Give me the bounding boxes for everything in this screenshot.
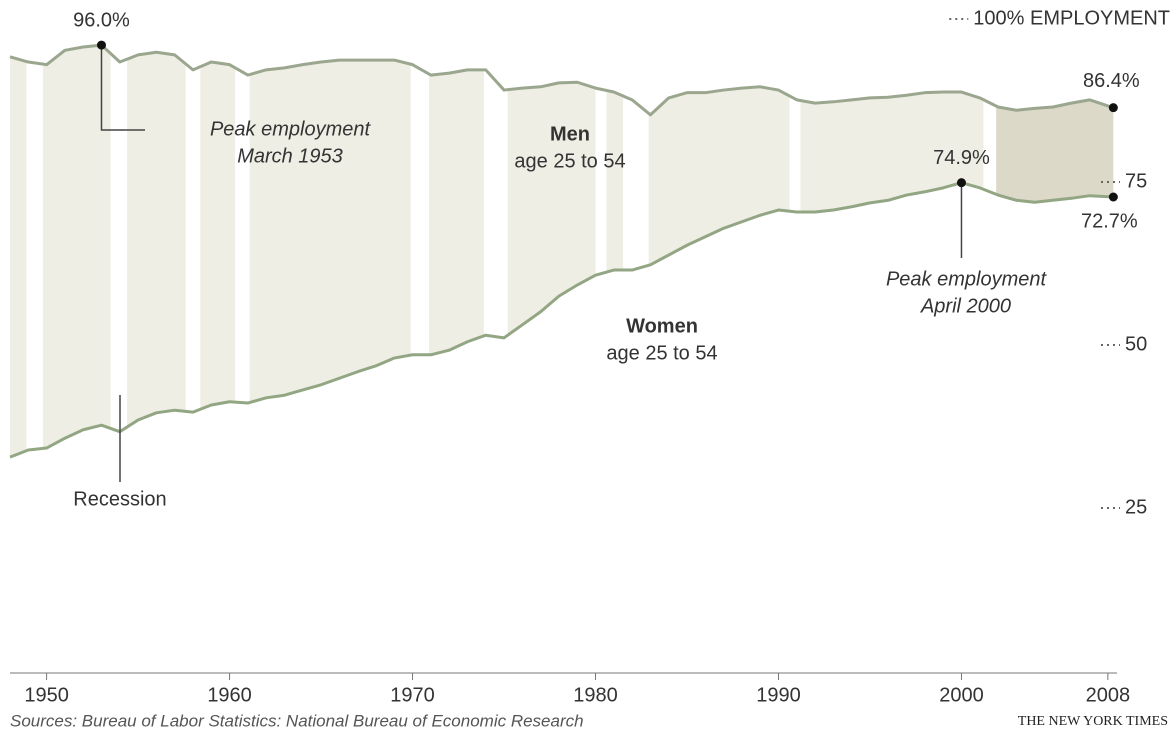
recession	[483, 45, 508, 458]
x-tick-label: 2008	[1086, 684, 1131, 706]
note: April 2000	[920, 295, 1011, 317]
band-fill	[10, 45, 1114, 458]
series-line	[9, 43, 1114, 117]
note: Peak employment	[886, 268, 1048, 290]
note: Recession	[73, 488, 166, 510]
note: age 25 to 54	[606, 342, 717, 364]
x-tick-label: 1960	[207, 684, 252, 706]
recession	[410, 45, 430, 458]
x-tick-label: 1990	[756, 684, 801, 706]
annotation-dot	[96, 40, 106, 50]
x-tick-label: 1970	[390, 684, 435, 706]
annotation-label: 74.9%	[933, 147, 990, 169]
recession	[595, 45, 607, 458]
annotation-dot	[1108, 192, 1118, 202]
annotation-label: 86.4%	[1083, 70, 1140, 92]
annotation-label: 96.0%	[73, 9, 130, 31]
source: Sources: Bureau of Labor Statistics: Nat…	[10, 711, 584, 730]
recession	[26, 45, 43, 458]
employment-band	[10, 45, 1114, 458]
y-tick-label: 75	[1125, 170, 1147, 192]
note: Men	[550, 123, 590, 145]
recession	[110, 45, 128, 458]
leader-line	[100, 45, 145, 131]
annotation-dot	[956, 178, 966, 188]
x-tick-label: 2000	[939, 684, 984, 706]
credit: THE NEW YORK TIMES	[1018, 714, 1168, 729]
recession	[185, 45, 201, 458]
note: March 1953	[237, 145, 343, 167]
series-line	[9, 181, 1114, 459]
x-tick-label: 1980	[573, 684, 618, 706]
note: Peak employment	[210, 118, 372, 140]
note: age 25 to 54	[514, 150, 625, 172]
y-tick-label: 100% EMPLOYMENT	[973, 7, 1170, 29]
annotation-label: 72.7%	[1081, 210, 1138, 232]
recession	[789, 45, 801, 458]
y-tick-label: 50	[1125, 333, 1147, 355]
x-tick-label: 1950	[24, 684, 69, 706]
recession	[235, 45, 250, 458]
recession	[983, 45, 997, 458]
annotation-dot	[1108, 103, 1118, 113]
y-tick-label: 25	[1125, 496, 1147, 518]
note: Women	[626, 315, 698, 337]
highlight	[996, 45, 1114, 458]
